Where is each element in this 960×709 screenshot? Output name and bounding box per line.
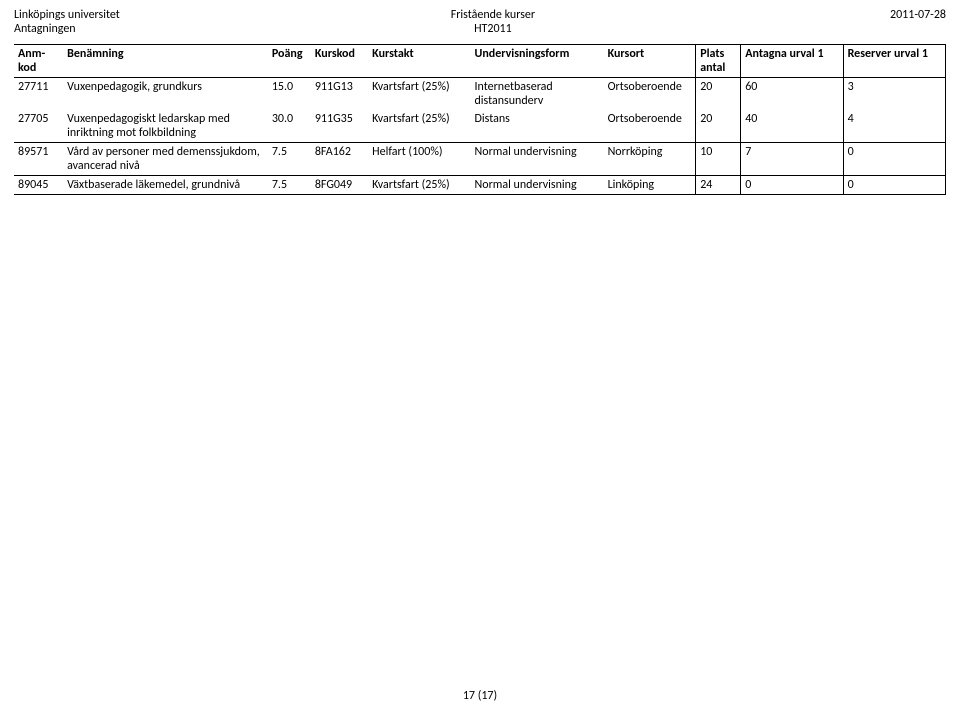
header-center: Fristående kurser HT2011 [120,8,866,36]
cell-platsantal: 20 [696,78,741,111]
cell-antagna: 0 [741,176,843,195]
header-right: 2011-07-28 [866,8,946,36]
table-row: 89045Växtbaserade läkemedel, grundnivå7.… [14,176,946,195]
page: Linköpings universitet Antagningen Frist… [0,0,960,709]
cell-reserver: 0 [843,176,945,195]
cell-kurskod: 8FA162 [311,143,368,176]
cell-antagna: 60 [741,78,843,111]
cell-kurskod: 911G35 [311,110,368,143]
cell-benamning: Växtbaserade läkemedel, grundnivå [63,176,268,195]
cell-kurstakt: Kvartsfart (25%) [368,176,470,195]
cell-benamning: Vuxenpedagogik, grundkurs [63,78,268,111]
page-number: 17 (17) [0,689,960,703]
cell-poang: 7.5 [268,176,311,195]
cell-kursort: Linköping [604,176,696,195]
cell-anmkod: 27705 [14,110,63,143]
col-anmkod: Anm- kod [14,45,63,78]
cell-platsantal: 10 [696,143,741,176]
cell-kursort: Ortsoberoende [604,78,696,111]
table-row: 27711Vuxenpedagogik, grundkurs15.0911G13… [14,78,946,111]
cell-kursort: Ortsoberoende [604,110,696,143]
cell-undervisningsform: Internetbaserad distansunderv [471,78,604,111]
cell-antagna: 7 [741,143,843,176]
col-plats-l2: antal [700,61,736,75]
cell-platsantal: 20 [696,110,741,143]
cell-antagna: 40 [741,110,843,143]
col-benamning: Benämning [63,45,268,78]
col-anmkod-l2: kod [18,61,59,75]
col-reserver: Reserver urval 1 [843,45,945,78]
course-table: Anm- kod Benämning Poäng Kurskod Kurstak… [14,44,946,195]
cell-poang: 30.0 [268,110,311,143]
cell-kursort: Norrköping [604,143,696,176]
cell-undervisningsform: Normal undervisning [471,143,604,176]
cell-kurskod: 8FG049 [311,176,368,195]
table-row: 89571Vård av personer med demenssjukdom,… [14,143,946,176]
cell-reserver: 3 [843,78,945,111]
table-row: 27705Vuxenpedagogiskt ledarskap med inri… [14,110,946,143]
cell-anmkod: 89045 [14,176,63,195]
col-kursort: Kursort [604,45,696,78]
cell-benamning: Vård av personer med demenssjukdom, avan… [63,143,268,176]
cell-poang: 7.5 [268,143,311,176]
col-kurskod: Kurskod [311,45,368,78]
col-kurstakt: Kurstakt [368,45,470,78]
cell-kurstakt: Helfart (100%) [368,143,470,176]
col-antagna: Antagna urval 1 [741,45,843,78]
table-body: 27711Vuxenpedagogik, grundkurs15.0911G13… [14,78,946,195]
cell-poang: 15.0 [268,78,311,111]
cell-platsantal: 24 [696,176,741,195]
page-header: Linköpings universitet Antagningen Frist… [14,8,946,36]
cell-kurstakt: Kvartsfart (25%) [368,78,470,111]
header-left-line2: Antagningen [14,22,120,36]
cell-reserver: 0 [843,143,945,176]
header-left: Linköpings universitet Antagningen [14,8,120,36]
cell-kurstakt: Kvartsfart (25%) [368,110,470,143]
cell-reserver: 4 [843,110,945,143]
cell-kurskod: 911G13 [311,78,368,111]
header-center-line2: HT2011 [120,22,866,36]
cell-undervisningsform: Distans [471,110,604,143]
col-anmkod-l1: Anm- [18,47,59,61]
col-poang: Poäng [268,45,311,78]
col-platsantal: Plats antal [696,45,741,78]
header-center-line1: Fristående kurser [120,8,866,22]
col-plats-l1: Plats [700,47,736,61]
table-header-row: Anm- kod Benämning Poäng Kurskod Kurstak… [14,45,946,78]
col-undervisningsform: Undervisningsform [471,45,604,78]
header-left-line1: Linköpings universitet [14,8,120,22]
header-date: 2011-07-28 [866,8,946,22]
cell-benamning: Vuxenpedagogiskt ledarskap med inriktnin… [63,110,268,143]
cell-anmkod: 89571 [14,143,63,176]
cell-anmkod: 27711 [14,78,63,111]
cell-undervisningsform: Normal undervisning [471,176,604,195]
